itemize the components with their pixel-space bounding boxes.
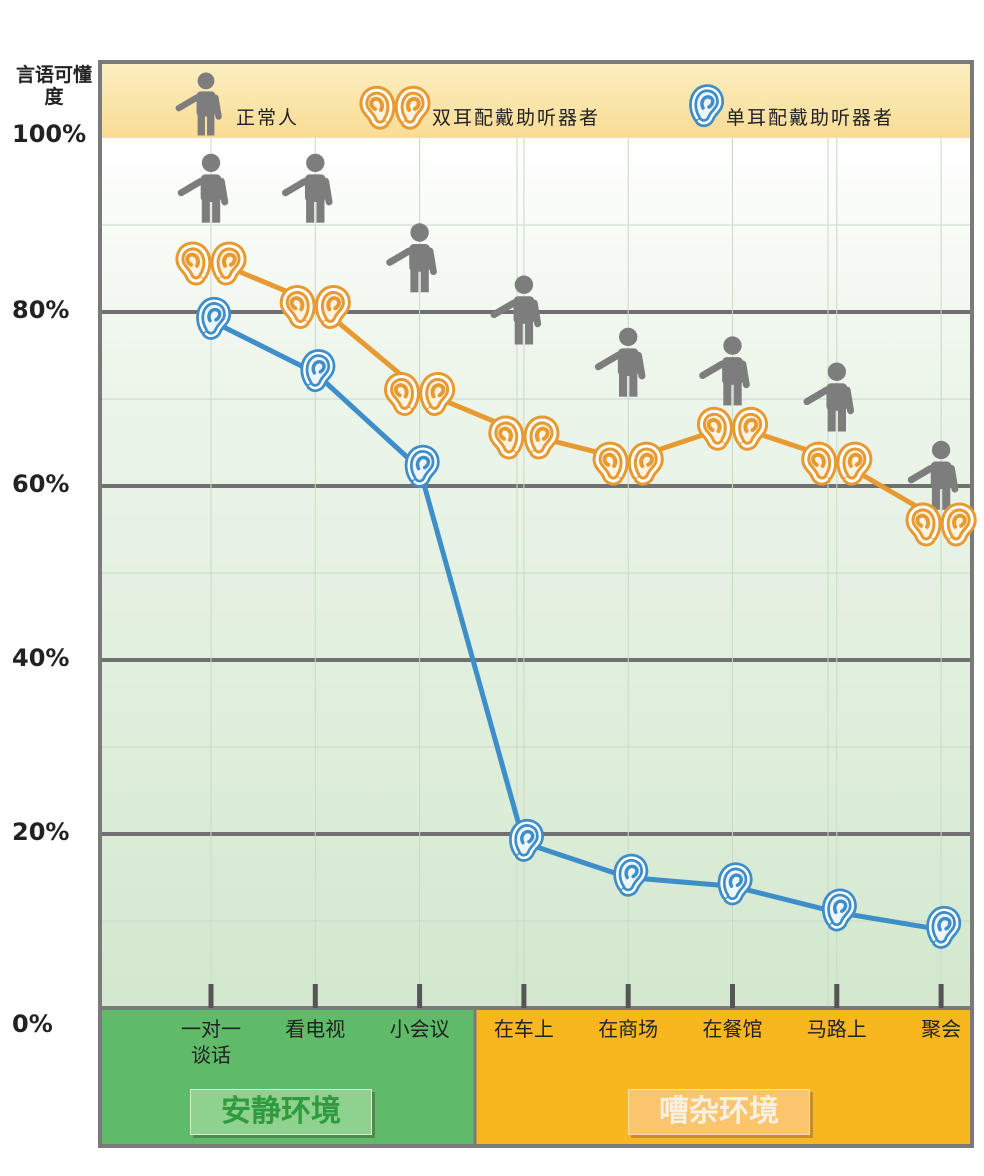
legend-label-monaural: 单耳配戴助听器者 bbox=[726, 107, 895, 129]
ear-left-icon bbox=[279, 285, 316, 329]
person-icon bbox=[175, 72, 222, 136]
y-tick-label: 100% bbox=[12, 120, 87, 148]
ear-left-icon bbox=[488, 415, 525, 460]
double-ear-icon bbox=[175, 241, 247, 286]
double-ear-icon bbox=[801, 441, 873, 486]
single-ear-icon bbox=[300, 349, 336, 392]
person-icon bbox=[386, 223, 437, 293]
double-ear-icon bbox=[384, 372, 456, 416]
double-ear-icon bbox=[696, 406, 769, 451]
ear-left-icon bbox=[359, 85, 396, 130]
y-axis-title: 言语可懂度 bbox=[15, 64, 92, 108]
single-ear-icon bbox=[717, 862, 753, 906]
double-ear-icon bbox=[905, 502, 977, 547]
x-tick-label: 一对一 谈话 bbox=[181, 1017, 241, 1067]
ear-right-icon bbox=[836, 441, 873, 486]
single-ear-icon bbox=[509, 819, 544, 862]
person-icon bbox=[699, 336, 750, 406]
legend-label-binaural: 双耳配戴助听器者 bbox=[432, 107, 601, 129]
legend-label-normal: 正常人 bbox=[236, 107, 300, 129]
person-icon bbox=[907, 440, 959, 510]
double-ear-icon bbox=[359, 85, 431, 130]
y-tick-label: 20% bbox=[12, 818, 70, 846]
ear-left-icon bbox=[905, 502, 942, 547]
single-ear-icon bbox=[404, 444, 440, 488]
environment-label-quiet: 安静环境 bbox=[190, 1089, 372, 1135]
y-tick-label: 60% bbox=[12, 470, 70, 498]
ear-right-icon bbox=[314, 285, 351, 329]
single-ear-icon bbox=[689, 84, 725, 128]
x-tick-label: 在商场 bbox=[598, 1017, 659, 1041]
person-icon bbox=[281, 153, 333, 223]
series-line-monaural bbox=[209, 318, 942, 933]
person-icon bbox=[803, 362, 855, 432]
person-icon bbox=[490, 275, 542, 345]
x-tick-label: 马路上 bbox=[806, 1017, 867, 1041]
single-ear-icon bbox=[821, 888, 857, 932]
x-tick-label: 小会议 bbox=[389, 1017, 450, 1041]
double-ear-icon bbox=[279, 285, 351, 329]
single-ear-icon bbox=[613, 853, 649, 897]
ear-right-icon bbox=[523, 415, 560, 460]
x-tick-label: 在餐馆 bbox=[702, 1017, 763, 1041]
ear-left-icon bbox=[592, 441, 629, 486]
ear-left-icon bbox=[175, 241, 212, 286]
single-ear-icon bbox=[926, 906, 962, 949]
ear-right-icon bbox=[394, 85, 431, 130]
y-tick-label: 0% bbox=[12, 1010, 53, 1038]
ear-left-icon bbox=[384, 372, 420, 416]
ear-right-icon bbox=[940, 502, 977, 547]
single-ear-icon bbox=[196, 297, 232, 340]
environment-label-noisy: 嘈杂环境 bbox=[628, 1089, 810, 1135]
double-ear-icon bbox=[592, 441, 664, 486]
x-tick-label: 看电视 bbox=[285, 1017, 346, 1041]
ear-right-icon bbox=[419, 372, 456, 416]
ear-left-icon bbox=[801, 441, 838, 486]
ear-right-icon bbox=[627, 441, 664, 486]
y-tick-label: 40% bbox=[12, 644, 70, 672]
person-icon bbox=[177, 153, 229, 223]
x-tick-label: 聚会 bbox=[921, 1017, 962, 1041]
plot-frame bbox=[98, 60, 974, 1148]
ear-right-icon bbox=[210, 241, 247, 286]
ear-right-icon bbox=[732, 406, 769, 451]
y-tick-label: 80% bbox=[12, 296, 70, 324]
x-tick-label: 在车上 bbox=[493, 1017, 554, 1041]
person-icon bbox=[594, 327, 646, 397]
legend-band bbox=[100, 62, 972, 138]
double-ear-icon bbox=[488, 415, 560, 460]
ear-left-icon bbox=[696, 406, 733, 451]
